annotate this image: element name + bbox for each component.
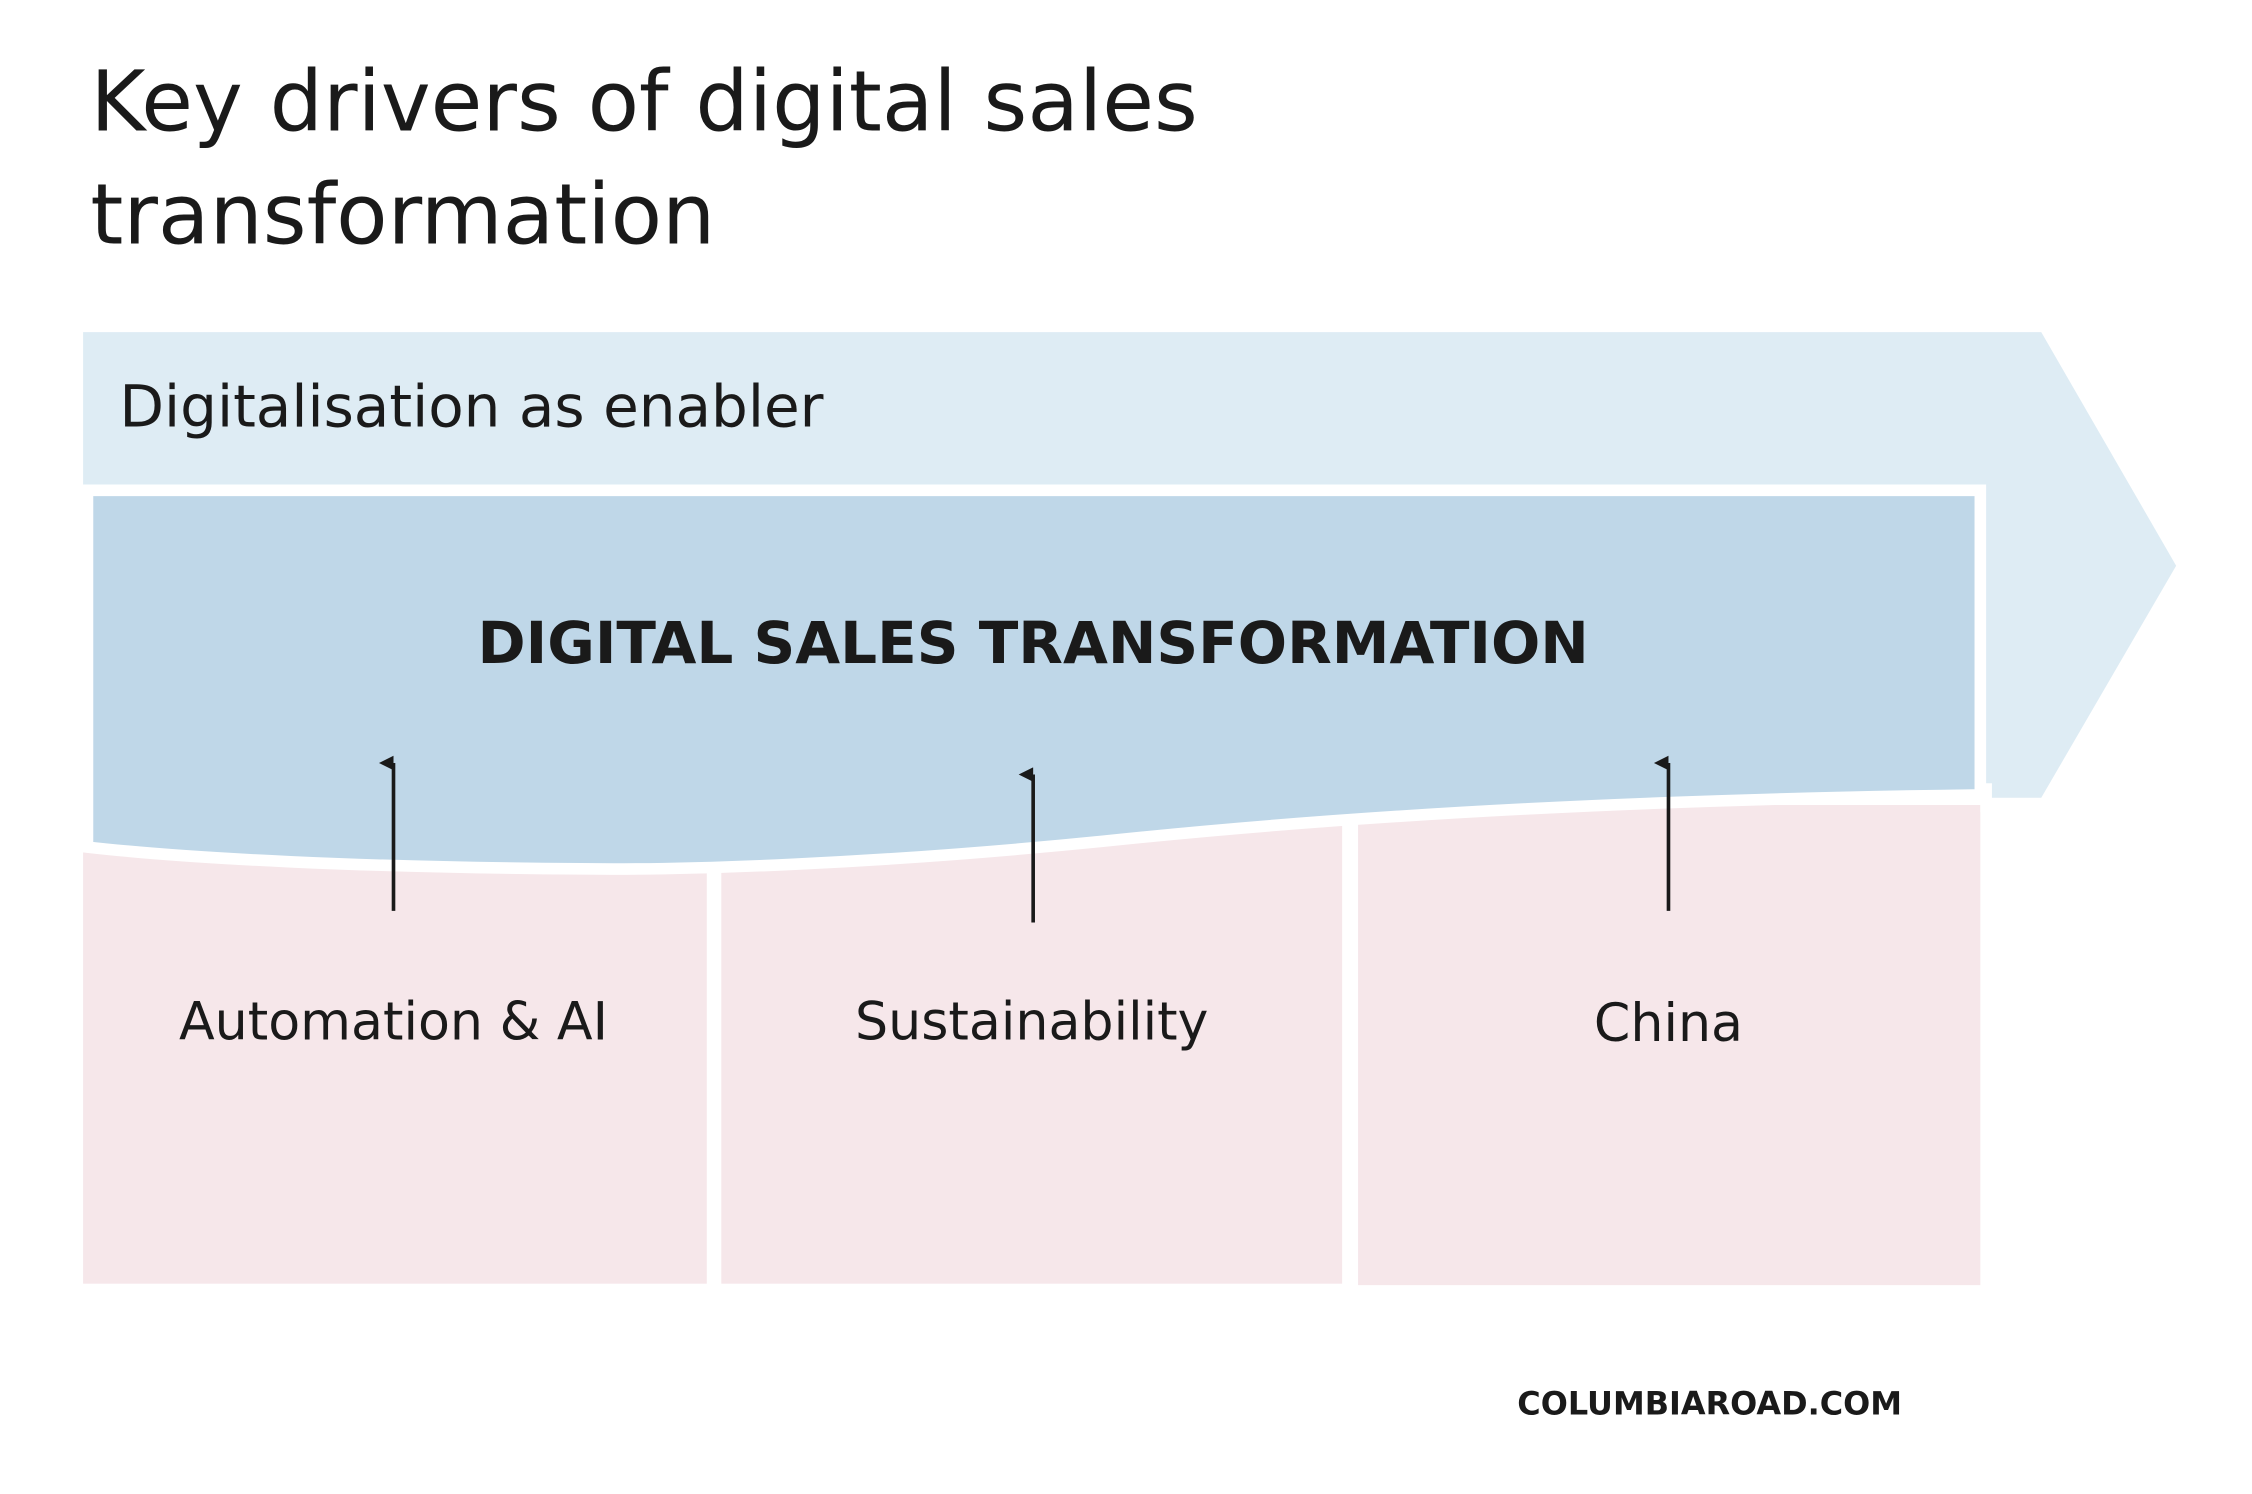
core-label: DIGITAL SALES TRANSFORMATION: [478, 609, 1589, 677]
driver-label: China: [1594, 994, 1743, 1054]
core-box: [81, 484, 1987, 875]
footer-brand: COLUMBIAROAD.COM: [1517, 1385, 1902, 1423]
enabler-label: Digitalisation as enabler: [119, 373, 823, 441]
driver-label: Sustainability: [855, 992, 1208, 1052]
title-line: transformation: [90, 165, 715, 263]
driver-label: Automation & AI: [179, 992, 608, 1052]
title-line: Key drivers of digital sales: [90, 52, 1197, 150]
